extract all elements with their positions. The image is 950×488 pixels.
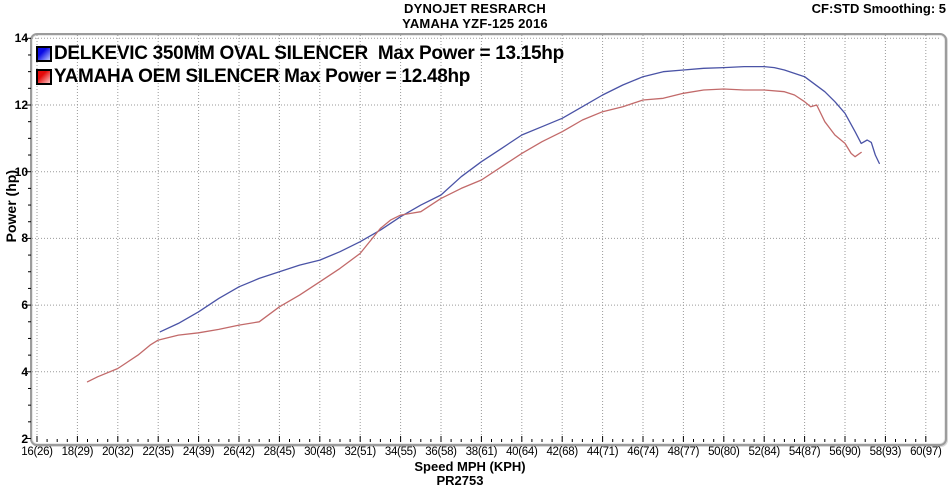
x-tick-label: 42(68) [546, 446, 578, 458]
chart-title: DYNOJET RESRARCH [404, 1, 546, 16]
chart-subtitle: YAMAHA YZF-125 2016 [402, 16, 548, 31]
plot-frame [30, 33, 947, 446]
x-tick-label: 38(61) [465, 446, 498, 458]
run-id: PR2753 [436, 473, 484, 488]
x-tick-label: 36(58) [425, 446, 457, 458]
x-tick-label: 16(26) [21, 446, 53, 458]
y-tick-label: 2 [21, 431, 28, 446]
x-tick-label: 48(77) [667, 446, 700, 458]
x-tick-label: 28(45) [263, 446, 296, 458]
x-tick-label: 44(71) [586, 446, 619, 458]
x-tick-label: 32(51) [344, 446, 376, 458]
x-tick-label: 20(32) [102, 446, 134, 458]
legend-item-oem: YAMAHA OEM SILENCER Max Power = 12.48hp [36, 65, 564, 88]
x-tick-label: 34(55) [384, 446, 417, 458]
x-tick-label: 40(64) [506, 446, 538, 458]
smoothing-setting: CF:STD Smoothing: 5 [811, 1, 946, 16]
delkevic-swatch-icon [36, 45, 52, 62]
x-tick-label: 56(90) [829, 446, 861, 458]
x-axis-title: Speed MPH (KPH) [414, 459, 526, 474]
legend-label-delkevic: DELKEVIC 350MM OVAL SILENCER Max Power =… [54, 42, 564, 64]
x-tick-label: 54(87) [788, 446, 821, 458]
x-tick-label: 30(48) [304, 446, 336, 458]
legend-item-delkevic: DELKEVIC 350MM OVAL SILENCER Max Power =… [36, 42, 564, 65]
x-tick-label: 46(74) [627, 446, 659, 458]
x-tick-label: 50(80) [708, 446, 740, 458]
x-tick-label: 26(42) [223, 446, 255, 458]
y-tick-label: 14 [14, 31, 28, 46]
y-tick-label: 10 [14, 164, 28, 179]
y-tick-label: 12 [14, 98, 28, 112]
legend: DELKEVIC 350MM OVAL SILENCER Max Power =… [36, 42, 564, 88]
x-tick-label: 58(93) [869, 446, 902, 458]
x-tick-label: 18(29) [61, 446, 94, 458]
oem-swatch-icon [36, 68, 52, 85]
y-tick-label: 4 [21, 364, 28, 379]
x-tick-label: 22(35) [142, 446, 174, 458]
x-tick-label: 52(84) [748, 446, 780, 458]
x-tick-label: 24(39) [182, 446, 215, 458]
x-tick-label: 60(97) [910, 446, 942, 458]
y-tick-label: 6 [21, 298, 28, 313]
legend-label-oem: YAMAHA OEM SILENCER Max Power = 12.48hp [54, 65, 471, 87]
y-tick-label: 8 [21, 231, 28, 246]
